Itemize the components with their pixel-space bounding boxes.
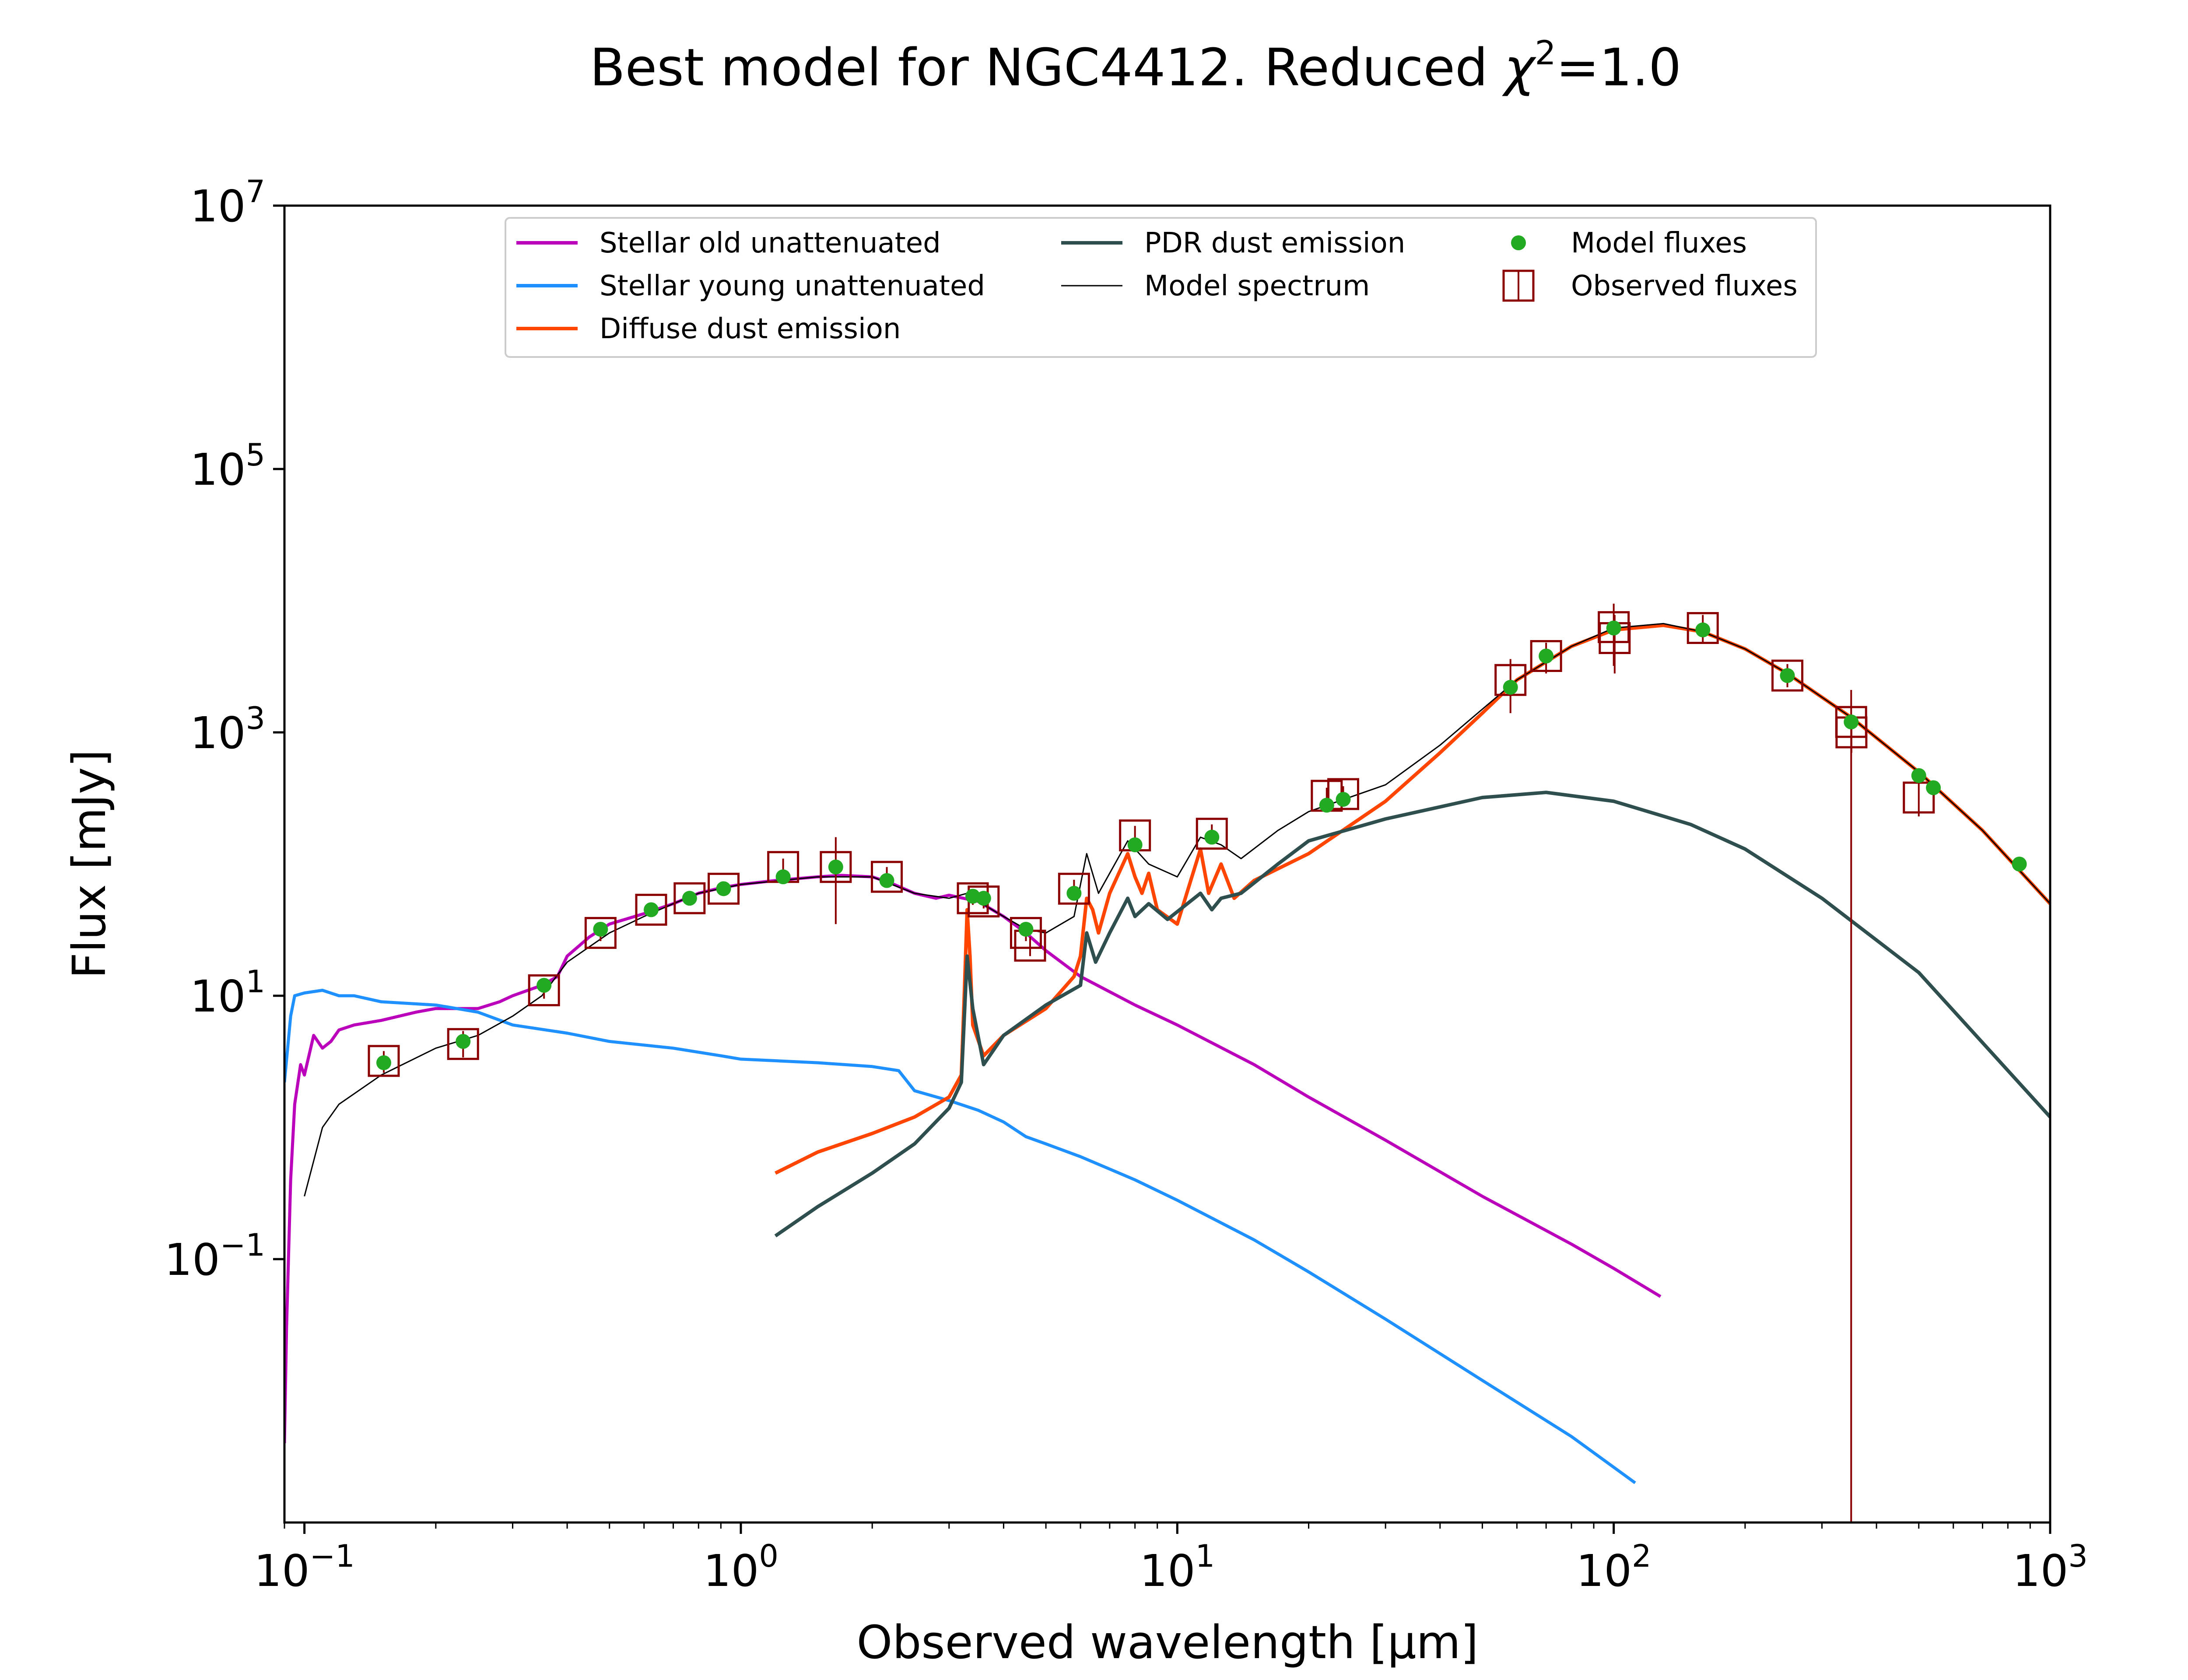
observed-flux-box [708,872,740,905]
model-flux-point [644,902,659,917]
plot-frame [283,204,2051,1524]
legend-item-stellar-old-unattenuated: Stellar old unattenuated [516,227,941,259]
model-flux-point [976,891,991,906]
diffuse-dust-emission-line [775,623,2050,1175]
model-flux-point [1319,798,1334,813]
model-flux-point [1503,679,1518,695]
observed-flux-box [528,974,560,1007]
y-tick-label: 103 [190,700,265,759]
model-flux-point [1066,886,1082,901]
stellar-old-unattenuated-line [284,874,1662,1443]
observed-flux-box [447,1028,479,1060]
observed-flux-box [1058,872,1090,905]
observed-flux-box [368,1045,400,1077]
x-tick-label: 100 [703,1538,778,1596]
model-flux-point [716,881,731,896]
model-flux-point [1780,668,1795,683]
legend-swatch [1511,235,1526,250]
legend-label: Stellar young unattenuated [600,270,985,302]
model-flux-point [775,869,791,885]
model-flux-point [536,978,552,993]
observed-flux-box [1010,917,1042,949]
model-flux-point [828,859,843,875]
axes: 10−1 100 101 102 103 10−1 101 103 105 107 [165,174,2088,1596]
observed-flux-box [1196,818,1228,850]
y-tick-label: 107 [190,174,265,232]
model-flux-point [376,1055,391,1071]
model-flux-point [456,1034,471,1049]
observed-flux-box [1494,664,1527,696]
y-tick-label: 105 [190,437,265,495]
observed-flux-marker [820,837,852,924]
observed-flux-box [820,851,852,883]
model-flux-point [1844,714,1859,730]
model-flux-point [1926,780,1941,795]
observed-flux-marker [1835,690,1867,1522]
legend-label: Model spectrum [1144,270,1370,302]
model-flux-point [1127,837,1143,853]
model-flux-point [593,921,608,937]
x-axis-label: Observed wavelength [μm] [857,1616,1479,1669]
observed-flux-box [1530,640,1562,672]
y-tick-label: 101 [190,964,265,1022]
observed-flux-box [673,882,706,914]
chart-title: Best model for NGC4412. Reduced χ2=1.0 [590,33,1682,98]
x-tick-label: 10−1 [254,1538,354,1596]
legend-item-pdr-dust-emission: PDR dust emission [1061,227,1405,259]
legend-item-diffuse-dust-emission: Diffuse dust emission [516,313,901,345]
observed-flux-box [584,917,617,949]
observed-flux-box [1687,612,1719,644]
observed-flux-box [635,893,667,926]
legend-label: PDR dust emission [1144,227,1405,259]
legend-label: Diffuse dust emission [600,313,901,345]
x-tick-label: 103 [2013,1538,2088,1596]
legend-label: Observed fluxes [1571,270,1798,302]
model-flux-point [682,891,697,906]
model-flux-point [1336,792,1351,807]
plot-marks [284,603,2050,1522]
observed-flux-box [1771,659,1804,692]
model-spectrum-line [304,623,2050,1197]
legend-item-model-spectrum: Model spectrum [1061,270,1370,302]
legend-label: Model fluxes [1571,227,1747,259]
plot-area [284,603,2050,1522]
legend-item-stellar-young-unattenuated: Stellar young unattenuated [516,270,985,302]
legend: Stellar old unattenuated Stellar young un… [505,217,1817,358]
legend-box [505,217,1817,358]
x-tick-label: 102 [1576,1538,1652,1596]
y-axis-label: Flux [mJy] [63,749,116,979]
model-flux-point [1018,921,1034,937]
model-flux-point [1911,768,1926,783]
legend-label: Stellar old unattenuated [600,227,941,259]
model-flux-point [879,873,894,888]
model-flux-point [1204,830,1220,845]
y-tick-label: 10−1 [165,1227,265,1285]
legend-item-observed-fluxes: Observed fluxes [1502,270,1798,302]
pdr-dust-emission-line [774,791,2050,1238]
x-tick-label: 101 [1140,1538,1215,1596]
observed-flux-box [871,861,903,893]
model-flux-point [1695,622,1711,637]
stellar-young-unattenuated-line [284,989,1636,1484]
observed-flux-box [1327,778,1360,810]
legend-item-model-fluxes: Model fluxes [1511,227,1747,259]
model-flux-point [2012,857,2027,872]
model-flux-point [1606,620,1621,636]
model-flux-point [1539,648,1554,664]
